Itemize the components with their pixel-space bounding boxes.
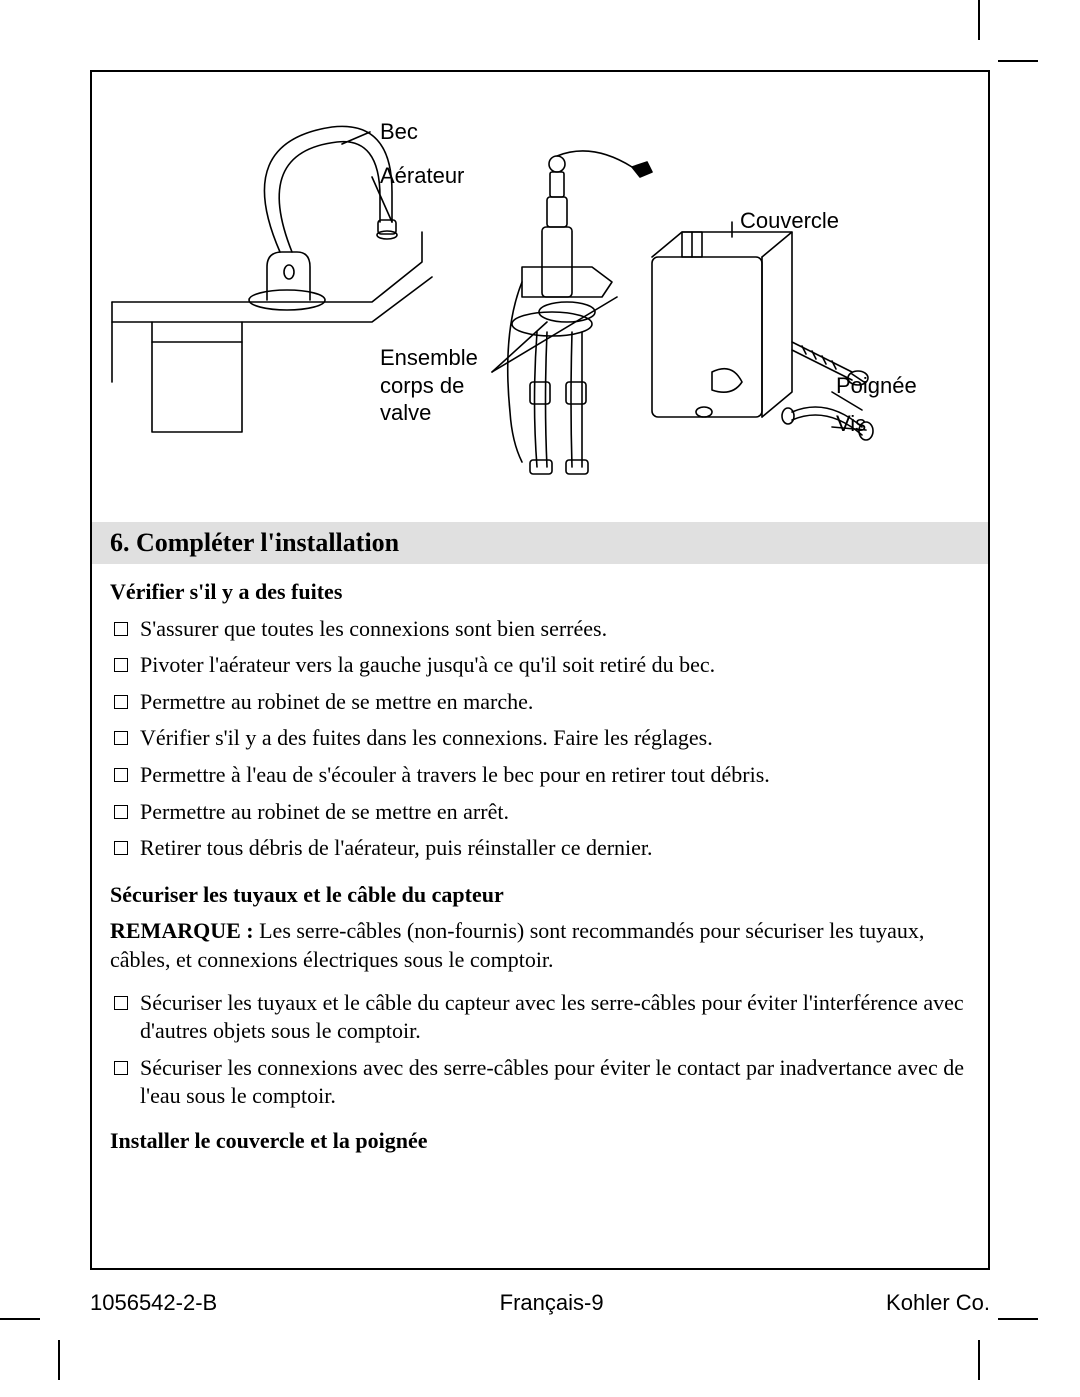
section-title: 6. Compléter l'installation (92, 522, 988, 564)
label-vis: Vis (836, 410, 866, 438)
footer-right: Kohler Co. (886, 1290, 990, 1316)
label-couvercle: Couvercle (740, 207, 839, 235)
checklist-item: Permettre à l'eau de s'écouler à travers… (110, 761, 970, 790)
note: REMARQUE : Les serre-câbles (non-fournis… (110, 917, 970, 974)
checklist-item: Permettre au robinet de se mettre en mar… (110, 688, 970, 717)
crop-mark (978, 0, 980, 40)
checklist-item: Sécuriser les connexions avec des serre-… (110, 1054, 970, 1111)
checklist-1: S'assurer que toutes les connexions sont… (110, 615, 970, 863)
footer-center: Français-9 (500, 1290, 604, 1316)
checklist-item: Pivoter l'aérateur vers la gauche jusqu'… (110, 651, 970, 680)
label-aerateur: Aérateur (380, 162, 464, 190)
checklist-item: Permettre au robinet de se mettre en arr… (110, 798, 970, 827)
crop-mark (998, 1318, 1038, 1320)
subhead-1: Vérifier s'il y a des fuites (110, 578, 970, 607)
checklist-item: Sécuriser les tuyaux et le câble du capt… (110, 989, 970, 1046)
crop-mark (58, 1340, 60, 1380)
page-frame: Bec Aérateur Couvercle Ensemble corps de… (90, 70, 990, 1270)
note-label: REMARQUE : (110, 918, 254, 943)
label-poignee: Poignée (836, 372, 917, 400)
subhead-3: Installer le couvercle et la poignée (110, 1127, 970, 1156)
checklist-item: S'assurer que toutes les connexions sont… (110, 615, 970, 644)
label-bec: Bec (380, 118, 418, 146)
page-footer: 1056542-2-B Français-9 Kohler Co. (90, 1290, 990, 1316)
crop-mark (978, 1340, 980, 1380)
footer-left: 1056542-2-B (90, 1290, 217, 1316)
checklist-item: Vérifier s'il y a des fuites dans les co… (110, 724, 970, 753)
section-number: 6. (110, 528, 130, 557)
checklist-2: Sécuriser les tuyaux et le câble du capt… (110, 989, 970, 1111)
label-ensemble: Ensemble corps de valve (380, 344, 478, 427)
crop-mark (998, 60, 1038, 62)
checklist-item: Retirer tous débris de l'aérateur, puis … (110, 834, 970, 863)
crop-mark (0, 1318, 40, 1320)
diagram: Bec Aérateur Couvercle Ensemble corps de… (92, 72, 988, 522)
subhead-2: Sécuriser les tuyaux et le câble du capt… (110, 881, 970, 910)
diagram-svg (92, 72, 992, 522)
section-title-text: Compléter l'installation (136, 528, 399, 557)
body-text: Vérifier s'il y a des fuites S'assurer q… (92, 564, 988, 1156)
